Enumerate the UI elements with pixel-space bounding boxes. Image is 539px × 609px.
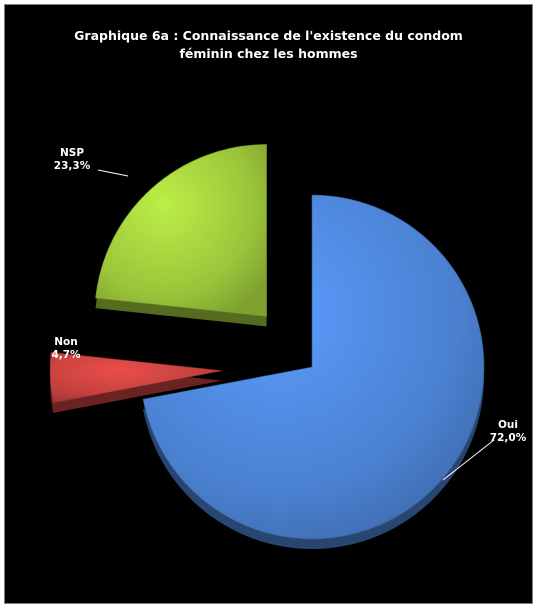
leader-line — [442, 439, 495, 481]
chart-title-line-2: féminin chez les hommes — [179, 46, 358, 61]
pie-slice-non — [49, 352, 223, 413]
data-label-value: 72,0% — [490, 432, 527, 444]
data-label-value: 4,7% — [51, 349, 81, 361]
pie-slice-face — [142, 194, 485, 540]
pie-slice-nsp — [95, 144, 267, 327]
pie-slice-face — [95, 144, 267, 317]
pie-slice-oui — [142, 194, 485, 549]
leader-line — [97, 169, 129, 177]
pie-slice-face — [49, 352, 223, 404]
data-label-category: NSP — [60, 147, 84, 159]
data-label-category: Oui — [498, 419, 518, 431]
data-label-value: 23,3% — [54, 160, 91, 172]
chart-title: Graphique 6a : Connaissance de l'existen… — [5, 27, 532, 63]
chart-title-line-1: Graphique 6a : Connaissance de l'existen… — [74, 28, 463, 43]
data-label-category: Non — [54, 336, 77, 348]
